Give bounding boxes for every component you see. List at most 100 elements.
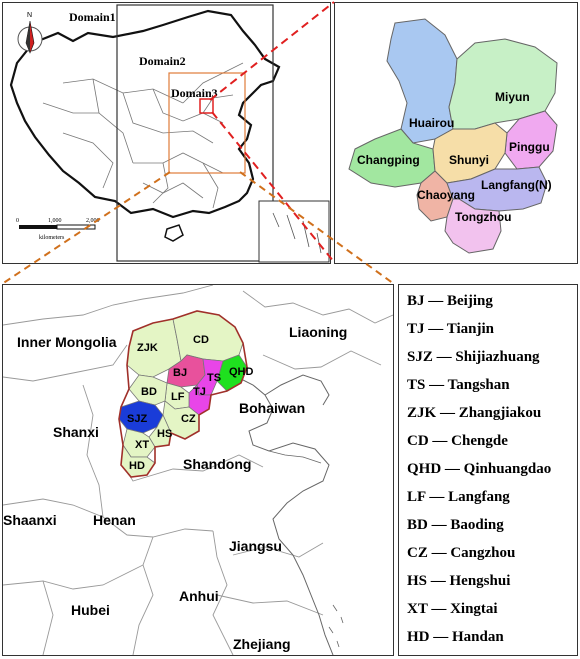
- legend-row-ts: TS — Tangshan: [407, 377, 510, 394]
- city-label-sjz: SJZ: [127, 413, 147, 425]
- legend-code: LF: [407, 489, 426, 505]
- hainan-outline: [164, 224, 184, 242]
- district-label-miyun: Miyun: [495, 90, 530, 104]
- legend-dash: —: [431, 601, 447, 617]
- domain3-box: [199, 98, 214, 114]
- legend-code: TS: [407, 377, 426, 393]
- legend-row-sjz: SJZ — Shijiazhuang: [407, 349, 540, 366]
- city-label-hd: HD: [129, 460, 145, 472]
- north-arrow-label: N: [27, 12, 32, 19]
- city-label-qhd: QHD: [229, 366, 254, 378]
- regional-map: CD ZJK BJ TS QHD TJ LF BD SJZ CZ HS XT H…: [2, 284, 394, 656]
- legend-row-cd: CD — Chengde: [407, 433, 508, 450]
- district-label-changping: Changping: [357, 153, 420, 167]
- city-label-bd: BD: [141, 386, 157, 398]
- legend-code: TJ: [407, 321, 425, 337]
- city-label-lf: LF: [171, 391, 185, 403]
- city-label-ts: TS: [207, 372, 221, 384]
- city-label-xt: XT: [135, 439, 149, 451]
- domain3-label: Domain3: [171, 86, 218, 100]
- province-label-zhejiang: Zhejiang: [233, 636, 291, 652]
- hebei-region: [118, 310, 248, 478]
- legend-row-xt: XT — Xingtai: [407, 601, 498, 618]
- legend-row-bd: BD — Baoding: [407, 517, 504, 534]
- legend-city: Qinhuangdao: [463, 461, 552, 477]
- legend-dash: —: [436, 349, 452, 365]
- beijing-districts-map: Huairou Miyun Pinggu Changping Shunyi Ch…: [334, 2, 578, 264]
- district-tongzhou: [444, 198, 502, 254]
- legend-city: Hengshui: [449, 573, 511, 589]
- legend-row-qhd: QHD — Qinhuangdao: [407, 461, 551, 478]
- china-outline: [9, 9, 281, 219]
- legend-row-tj: TJ — Tianjin: [407, 321, 494, 338]
- district-label-huairou: Huairou: [409, 116, 454, 130]
- legend-code: BD: [407, 517, 428, 533]
- legend-dash: —: [432, 433, 448, 449]
- scale-tick-0: 0: [16, 218, 19, 224]
- north-arrow-icon: N: [17, 12, 43, 54]
- city-label-zjk: ZJK: [137, 342, 158, 354]
- legend-city: Baoding: [450, 517, 504, 533]
- city-label-tj: TJ: [193, 386, 206, 398]
- domain1-label: Domain1: [69, 10, 116, 24]
- legend-city: Cangzhou: [450, 545, 516, 561]
- district-label-langfang-n: Langfang(N): [481, 178, 552, 192]
- legend-dash: —: [431, 517, 447, 533]
- scale-tick-2000: 2,000: [86, 218, 100, 224]
- legend-dash: —: [430, 573, 446, 589]
- district-label-chaoyang: Chaoyang: [417, 188, 475, 202]
- legend-dash: —: [439, 405, 455, 421]
- regional-province-borders: [3, 285, 393, 655]
- legend-city: Tangshan: [447, 377, 510, 393]
- legend-city: Shijiazhuang: [455, 349, 540, 365]
- district-label-pinggu: Pinggu: [509, 140, 550, 154]
- legend-code: CZ: [407, 545, 428, 561]
- legend-code: QHD: [407, 461, 442, 477]
- legend-city: Tianjin: [446, 321, 494, 337]
- province-label-anhui: Anhui: [179, 588, 219, 604]
- legend-code: XT: [407, 601, 428, 617]
- province-label-jiangsu: Jiangsu: [229, 538, 282, 554]
- legend-dash: —: [433, 629, 449, 645]
- province-label-shanxi: Shanxi: [53, 424, 99, 440]
- province-label-shandong: Shandong: [183, 456, 251, 472]
- legend-dash: —: [429, 489, 445, 505]
- shandong-coast: [268, 450, 322, 464]
- legend-city: Zhangjiakou: [458, 405, 542, 421]
- scale-unit: kilometers: [39, 235, 65, 241]
- domain2-label: Domain2: [139, 54, 186, 68]
- legend-code: CD: [407, 433, 429, 449]
- islands: [328, 604, 344, 648]
- legend-row-lf: LF — Langfang: [407, 489, 510, 506]
- scale-tick-1000: 1,000: [48, 218, 62, 224]
- province-label-inner-mongolia: Inner Mongolia: [17, 334, 117, 350]
- district-label-shunyi: Shunyi: [449, 153, 489, 167]
- south-sea-inset: [258, 200, 330, 263]
- legend-row-hs: HS — Hengshui: [407, 573, 510, 590]
- legend-row-bj: BJ — Beijing: [407, 293, 493, 310]
- district-label-tongzhou: Tongzhou: [455, 210, 511, 224]
- legend-dash: —: [431, 545, 447, 561]
- legend-city: Handan: [452, 629, 504, 645]
- legend-row-cz: CZ — Cangzhou: [407, 545, 515, 562]
- china-overview-map: Domain1 Domain2 Domain3 N 0 1,000 2,000 …: [2, 2, 331, 264]
- legend-city: Chengde: [451, 433, 508, 449]
- scale-bar: 0 1,000 2,000 kilometers: [16, 218, 100, 241]
- province-label-bohaiwan: Bohaiwan: [239, 400, 305, 416]
- legend-code: HD: [407, 629, 430, 645]
- legend-code: HS: [407, 573, 428, 589]
- hebei-outer-border: [118, 310, 248, 478]
- liaodong-coast: [264, 374, 330, 406]
- legend-city: Beijing: [447, 293, 493, 309]
- city-label-cz: CZ: [181, 413, 196, 425]
- province-label-shaanxi: Shaanxi: [3, 512, 57, 528]
- legend-code: ZJK: [407, 405, 437, 421]
- legend-city: Langfang: [448, 489, 510, 505]
- city-label-hs: HS: [157, 428, 172, 440]
- legend-row-zjk: ZJK — Zhangjiakou: [407, 405, 541, 422]
- city-label-cd: CD: [193, 334, 209, 346]
- legend-row-hd: HD — Handan: [407, 629, 504, 646]
- city-bd: [128, 374, 168, 406]
- coastline: [236, 376, 334, 655]
- legend-dash: —: [429, 377, 445, 393]
